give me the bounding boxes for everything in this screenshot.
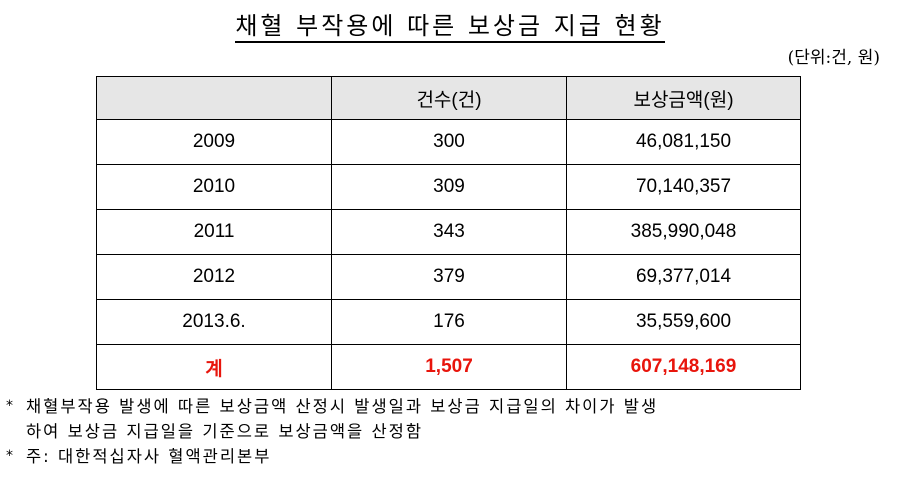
amount-cell: 69,377,014 <box>566 254 801 300</box>
bullet-mark: * <box>6 448 15 464</box>
footnote-1-continuation: 하여 보상금 지급일을 기준으로 보상금액을 산정함 <box>26 422 424 441</box>
total-label-cell: 계 <box>96 344 332 390</box>
count-cell: 379 <box>331 254 567 300</box>
header-cell-amount: 보상금액(원) <box>566 76 801 120</box>
year-cell: 2010 <box>96 164 332 210</box>
total-row: 계 1,507 607,148,169 <box>96 344 801 390</box>
total-amount-cell: 607,148,169 <box>566 344 801 390</box>
count-cell: 343 <box>331 209 567 255</box>
year-cell: 2009 <box>96 119 332 165</box>
amount-cell: 35,559,600 <box>566 299 801 345</box>
total-count-cell: 1,507 <box>331 344 567 390</box>
table-header-row: 건수(건) 보상금액(원) <box>96 76 801 120</box>
footnote-1: * 채혈부작용 발생에 따른 보상금액 산정시 발생일과 보상금 지급일의 차이가… <box>6 394 658 419</box>
year-cell: 2012 <box>96 254 332 300</box>
bullet-mark: * <box>6 398 15 414</box>
compensation-table: 건수(건) 보상금액(원) 2009 300 46,081,150 2010 3… <box>96 76 801 390</box>
year-cell: 2011 <box>96 209 332 255</box>
header-cell-count: 건수(건) <box>331 76 567 120</box>
count-cell: 300 <box>331 119 567 165</box>
header-cell-empty <box>96 76 332 120</box>
footnotes: * 채혈부작용 발생에 따른 보상금액 산정시 발생일과 보상금 지급일의 차이가… <box>6 394 658 469</box>
unit-label: (단위:건, 원) <box>787 48 880 68</box>
amount-cell: 46,081,150 <box>566 119 801 165</box>
table-row: 2010 309 70,140,357 <box>96 164 801 210</box>
amount-cell: 70,140,357 <box>566 164 801 210</box>
count-cell: 309 <box>331 164 567 210</box>
title-text: 채혈 부작용에 따른 보상금 지급 현황 <box>235 12 665 43</box>
count-cell: 176 <box>331 299 567 345</box>
table-row: 2013.6. 176 35,559,600 <box>96 299 801 345</box>
page-title: 채혈 부작용에 따른 보상금 지급 현황 <box>0 6 900 43</box>
footnote-2: * 주: 대한적십자사 혈액관리본부 <box>6 444 658 469</box>
table-row: 2009 300 46,081,150 <box>96 119 801 165</box>
amount-cell: 385,990,048 <box>566 209 801 255</box>
source-note: 주: 대한적십자사 혈액관리본부 <box>26 447 272 466</box>
table-row: 2012 379 69,377,014 <box>96 254 801 300</box>
footnote-1-line1: 채혈부작용 발생에 따른 보상금액 산정시 발생일과 보상금 지급일의 차이가 … <box>26 397 659 416</box>
table-row: 2011 343 385,990,048 <box>96 209 801 255</box>
year-cell: 2013.6. <box>96 299 332 345</box>
